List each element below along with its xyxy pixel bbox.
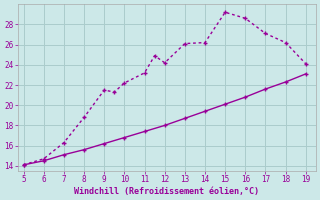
X-axis label: Windchill (Refroidissement éolien,°C): Windchill (Refroidissement éolien,°C) — [74, 187, 259, 196]
